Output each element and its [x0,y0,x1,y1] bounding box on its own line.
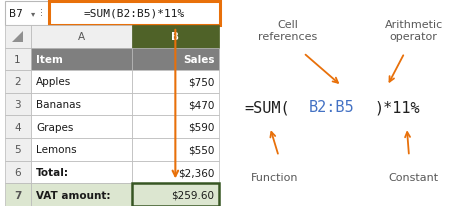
Bar [31,161,132,184]
Bar [31,93,132,116]
Bar [31,138,132,161]
Bar [31,48,132,71]
Text: ▾: ▾ [31,9,35,18]
Text: Apples: Apples [36,77,72,87]
Text: )*11%: )*11% [374,100,420,115]
Bar [31,184,132,206]
Text: $470: $470 [188,100,215,110]
Bar [132,71,219,93]
Bar [5,161,31,184]
Text: 5: 5 [14,145,21,155]
Bar [5,138,31,161]
Text: $2,360: $2,360 [178,167,215,177]
Text: $750: $750 [188,77,215,87]
Text: 3: 3 [14,100,21,110]
Text: 6: 6 [14,167,21,177]
Text: Constant: Constant [389,172,439,182]
Text: B: B [171,32,179,42]
Bar [31,116,132,138]
Bar [31,26,132,48]
Bar [132,26,219,48]
Text: 2: 2 [14,77,21,87]
Text: VAT amount:: VAT amount: [36,190,111,200]
Bar [132,138,219,161]
Polygon shape [12,31,23,43]
Bar [5,116,31,138]
Bar [5,184,31,206]
Text: Lemons: Lemons [36,145,77,155]
Text: ⁝: ⁝ [40,9,44,19]
Bar [132,48,219,71]
Bar [31,71,132,93]
Text: Item: Item [36,55,63,64]
Text: =SUM(: =SUM( [244,100,290,115]
Bar [132,184,219,206]
Bar [132,116,219,138]
Text: Total:: Total: [36,167,69,177]
Text: B2:B5: B2:B5 [309,100,355,115]
Text: Sales: Sales [183,55,215,64]
Text: $590: $590 [188,122,215,132]
Text: Function: Function [251,172,298,182]
Text: =SUM(B2:B5)*11%: =SUM(B2:B5)*11% [84,9,185,19]
Text: 1: 1 [14,55,21,64]
Text: Arithmetic
operator: Arithmetic operator [385,20,443,42]
Text: $550: $550 [188,145,215,155]
Text: 4: 4 [14,122,21,132]
Bar [132,161,219,184]
Text: Grapes: Grapes [36,122,74,132]
Text: 7: 7 [14,190,21,200]
Text: Bananas: Bananas [36,100,81,110]
Text: B7: B7 [10,9,23,19]
Bar [5,2,49,26]
Bar [5,71,31,93]
Text: $259.60: $259.60 [172,190,215,200]
Bar [49,2,220,26]
Bar [5,26,31,48]
Bar [5,48,31,71]
Text: A: A [78,32,85,42]
Bar [5,93,31,116]
Text: Cell
references: Cell references [258,20,317,42]
Bar [132,93,219,116]
